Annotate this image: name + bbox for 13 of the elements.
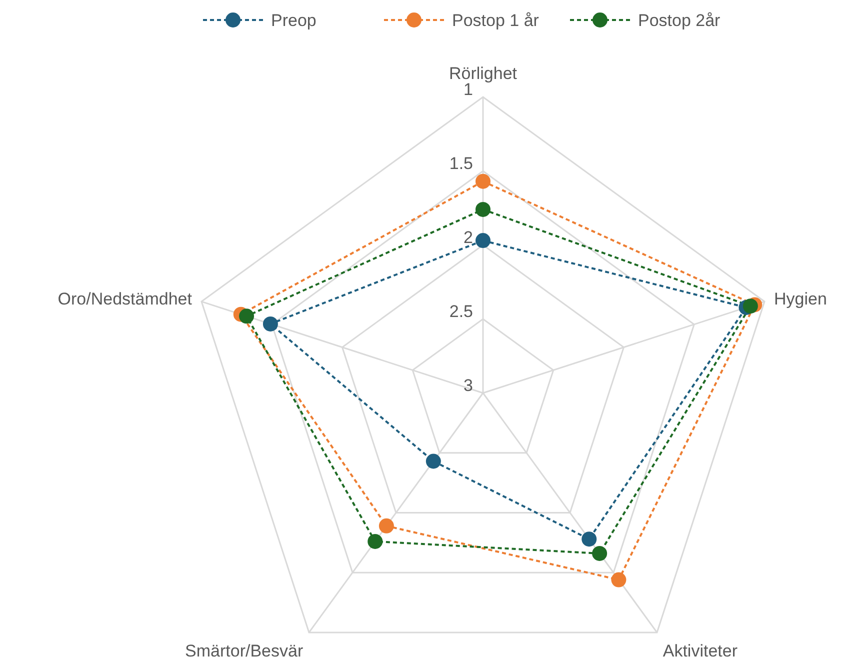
y-tick-label: 3 [464, 376, 473, 395]
legend-label: Postop 1 år [452, 11, 540, 30]
legend-label: Postop 2år [638, 11, 721, 30]
y-tick-label: 2.5 [449, 302, 473, 321]
legend-label: Preop [271, 11, 316, 30]
y-tick-label: 2 [464, 228, 473, 247]
spoke-label: Rörlighet [448, 64, 518, 83]
spoke-label: Oro/Nedstämdhet [58, 289, 192, 308]
spoke-label: Smärtor/Besvär [185, 642, 304, 658]
spoke-label: Hygien [774, 289, 827, 308]
spoke-label: Aktiviteter [662, 642, 738, 658]
y-tick-label: 1 [464, 80, 473, 99]
y-tick-label: 1.5 [449, 154, 473, 173]
